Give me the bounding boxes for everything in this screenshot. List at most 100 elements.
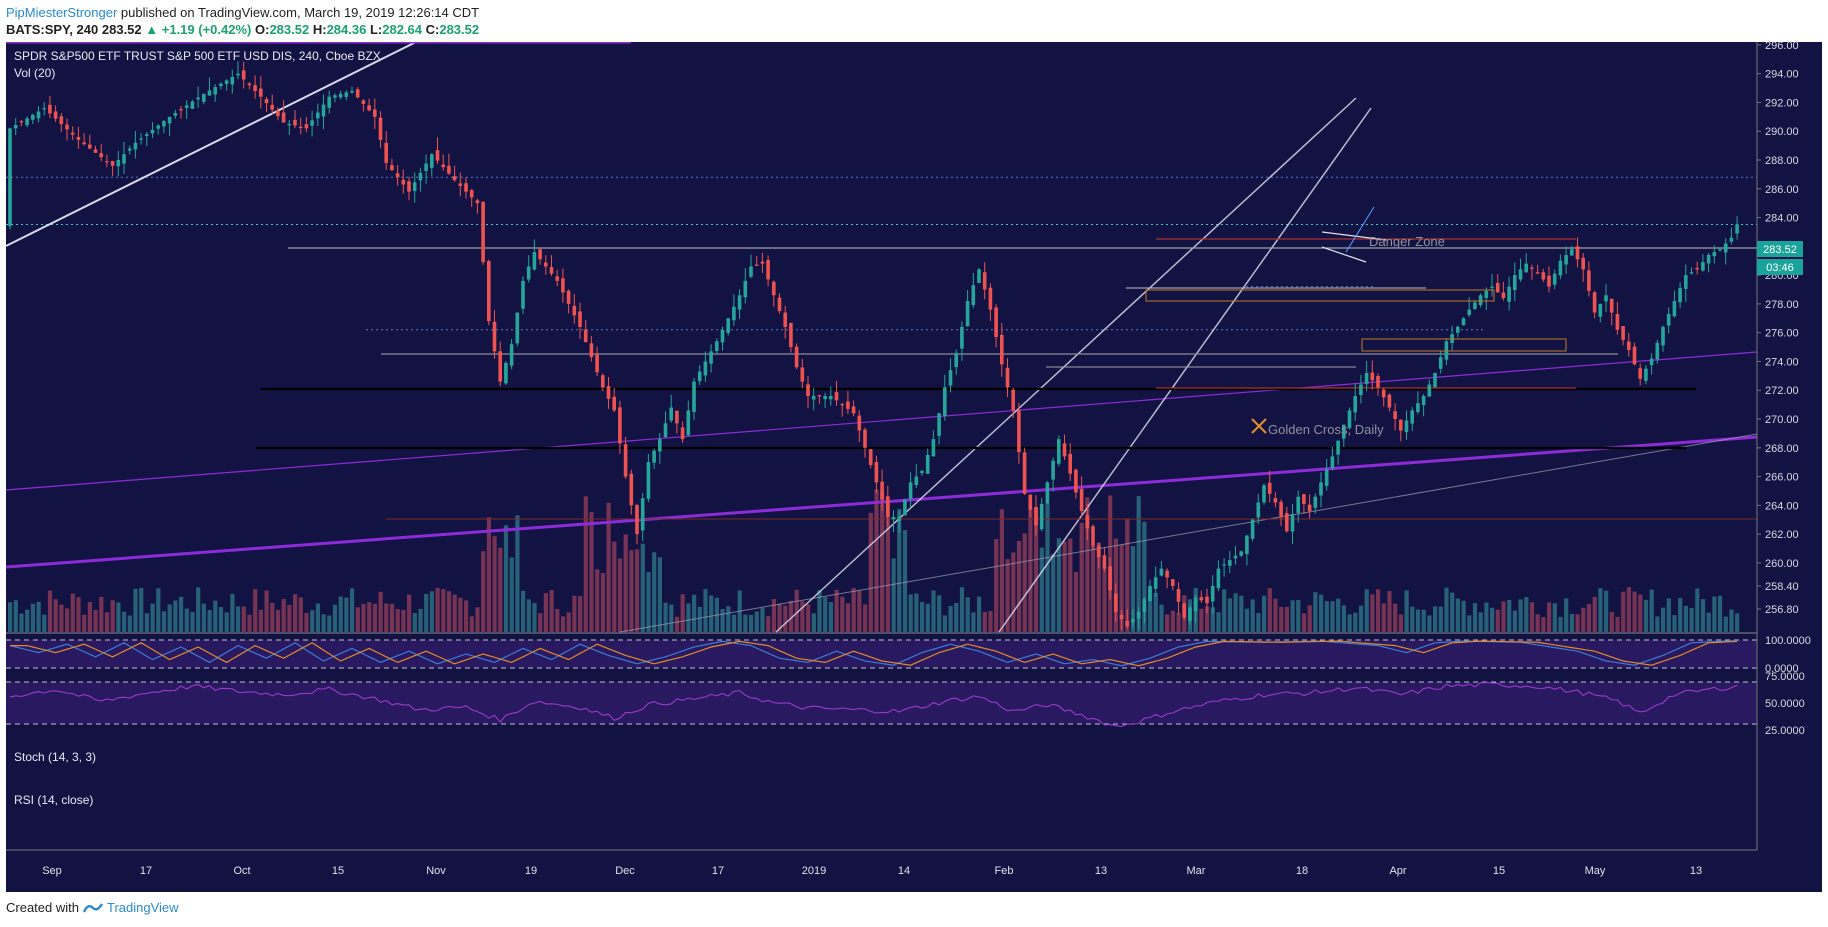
candle-body	[1530, 267, 1534, 269]
y-tick-label: 256.80	[1765, 604, 1799, 616]
time-scale-background	[6, 850, 1757, 892]
volume-bar	[190, 611, 195, 632]
trend-line[interactable]	[1321, 231, 1387, 241]
candle-body	[589, 343, 594, 358]
volume-bar	[1170, 610, 1175, 632]
volume-bar	[1712, 596, 1717, 632]
volume-bar	[1016, 540, 1022, 632]
volume-bar	[1039, 547, 1044, 632]
close-value: 283.52	[439, 22, 480, 37]
y-tick-label: 262.00	[1765, 529, 1799, 541]
candle-body	[1712, 252, 1717, 257]
volume-bar	[914, 593, 919, 632]
y-tick-label: 266.00	[1765, 472, 1799, 484]
candle-body	[1119, 614, 1124, 620]
trend-line[interactable]	[5, 36, 427, 247]
high-label: H:	[312, 22, 327, 37]
candle-body	[412, 182, 417, 192]
candle-body	[1370, 372, 1375, 381]
chart-svg[interactable]: Golden Cross, Daily Danger Zone 296.00 294…	[5, 36, 1822, 894]
candle-body	[1661, 326, 1665, 346]
volume-bar	[293, 594, 298, 632]
volume-bar	[1529, 602, 1535, 632]
candle-body	[1655, 342, 1660, 360]
volume-bar	[42, 614, 47, 632]
trend-line[interactable]	[5, 435, 1758, 569]
volume-bar	[583, 496, 588, 632]
candle-body	[99, 153, 103, 158]
candle-body	[1421, 396, 1426, 406]
x-tick-label: Feb	[995, 865, 1014, 877]
candle-body	[355, 89, 360, 98]
volume-bar	[1643, 599, 1649, 632]
candle-body	[1330, 456, 1335, 469]
volume-bar	[236, 606, 241, 632]
volume-bar	[1296, 599, 1301, 632]
zone-box[interactable]	[1145, 289, 1495, 302]
volume-bar	[1062, 541, 1067, 632]
annotation-danger-zone: Danger Zone	[1369, 234, 1445, 249]
volume-bar	[891, 558, 896, 632]
volume-bar	[902, 530, 908, 632]
candle-body	[224, 80, 229, 84]
tradingview-link[interactable]: TradingView	[106, 900, 179, 915]
volume-bar	[389, 603, 395, 632]
volume-bar	[1244, 608, 1250, 632]
candle-body	[1416, 403, 1420, 412]
candle-body	[1108, 566, 1112, 591]
candle-body	[1558, 260, 1563, 276]
trend-line[interactable]	[775, 97, 1357, 633]
volume-bar	[600, 573, 605, 632]
volume-bar	[942, 615, 947, 632]
volume-bar	[857, 590, 862, 632]
volume-bar	[1165, 614, 1170, 632]
candle-body	[509, 344, 514, 366]
volume-bar	[1524, 597, 1529, 632]
volume-bar	[1227, 598, 1232, 632]
trend-line[interactable]	[998, 107, 1372, 633]
candle-body	[703, 361, 708, 376]
indicator-tick-label: 75.0000	[1765, 671, 1805, 683]
chart-panel[interactable]: Golden Cross, Daily Danger Zone 296.00 294…	[5, 36, 1822, 899]
volume-bar	[1233, 593, 1238, 632]
volume-bar	[1347, 614, 1352, 632]
volume-bar	[1353, 612, 1358, 632]
volume-bar	[25, 609, 30, 632]
rsi-label: RSI (14, close)	[14, 793, 93, 807]
y-tick-label: 274.00	[1765, 356, 1799, 368]
volume-bar	[965, 597, 970, 632]
candle-body	[1245, 535, 1249, 555]
candle-body	[891, 516, 896, 520]
trend-line[interactable]	[5, 351, 1758, 491]
y-tick-label: 286.00	[1765, 184, 1799, 196]
candle-body	[1199, 597, 1204, 601]
volume-bar	[498, 547, 503, 632]
candle-body	[578, 311, 582, 327]
candle-body	[1079, 489, 1084, 512]
volume-bar	[1700, 599, 1706, 632]
trend-line[interactable]	[1321, 246, 1367, 263]
volume-bar	[1586, 604, 1592, 632]
candle-body	[162, 121, 166, 127]
volume-bar	[1364, 589, 1369, 632]
candle-body	[190, 101, 195, 109]
candle-body	[538, 249, 542, 260]
candle-body	[469, 190, 474, 198]
candle-body	[1735, 224, 1739, 234]
stoch-label: Stoch (14, 3, 3)	[14, 750, 96, 764]
y-tick-label: 268.00	[1765, 443, 1799, 455]
volume-bar	[116, 602, 121, 632]
trend-line[interactable]	[619, 433, 1758, 633]
zone-box[interactable]	[1361, 338, 1567, 352]
trend-line[interactable]	[1345, 206, 1375, 253]
volume-bar	[806, 604, 811, 632]
stoch-k-line	[9, 639, 1738, 667]
volume-bar	[1358, 605, 1364, 632]
candle-body	[937, 413, 941, 436]
candle-body	[1684, 275, 1688, 289]
volume-bar	[1632, 591, 1637, 632]
candle-body	[156, 125, 160, 129]
volume-bar	[703, 589, 708, 632]
author-link[interactable]: PipMiesterStronger	[6, 5, 118, 20]
volume-bar	[1262, 595, 1267, 632]
